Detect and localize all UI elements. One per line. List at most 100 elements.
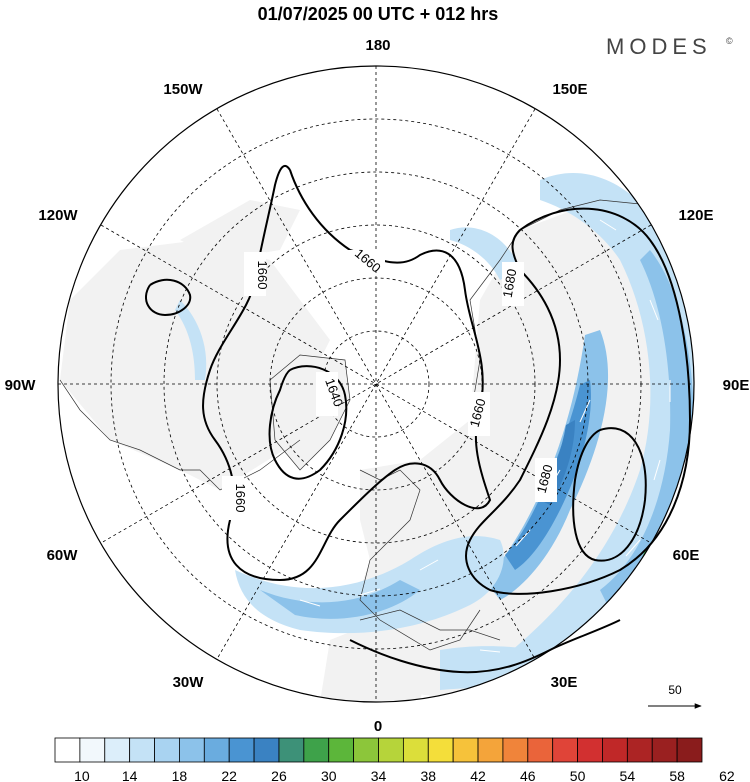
longitude-label: 60E [673,547,700,564]
colorbar-swatch [228,737,255,763]
contour-label: 1680 [534,463,556,495]
map-title: 01/07/2025 00 UTC + 012 hrs [258,4,499,24]
colorbar-tick-label: 26 [271,768,287,782]
longitude-label: 90W [5,377,37,394]
colorbar-tick-label: 62 [719,768,735,782]
longitude-label: 150W [163,81,203,98]
colorbar-tick-label: 54 [620,768,636,782]
meridian-30e-150w [216,108,536,660]
meridian-60e-120w [100,224,652,544]
colorbar-swatch [651,737,678,763]
wind-arrow [653,459,661,481]
colorbar-swatch [502,737,529,763]
reference-vector-label: 50 [668,683,682,697]
colorbar-swatch [602,737,628,763]
longitude-label: 30E [551,674,578,691]
colorbar-swatch [378,737,404,763]
colorbar-swatch [203,737,230,763]
jet-band-atlantic-inner [260,580,420,619]
latitude-circle [322,330,430,438]
contour-label-bg [468,392,490,436]
greenland-coast [269,354,351,471]
wind-arrow [419,559,439,571]
colorbar-swatch [427,737,454,763]
wind-arrow [625,539,641,557]
colorbar-swatch [552,737,578,763]
colorbar-tick-label: 50 [570,768,586,782]
longitude-label: 60W [47,547,79,564]
contour-1660-main [202,164,492,582]
longitude-label: 150E [552,81,587,98]
colorbar-swatch [129,737,155,763]
wind-arrow [579,399,591,423]
colorbar-swatch [626,737,653,763]
contour-label: 1680 [500,268,520,299]
contour-label: 1660 [255,261,270,290]
alaska-land [180,200,300,260]
meridians [58,66,694,702]
colorbar-tick-label: 38 [420,768,436,782]
colorbar-swatch [278,737,305,763]
europe-coast [359,469,481,651]
colorbar-swatch [104,737,131,763]
wind-arrow [649,299,659,321]
meridian-60w-120e [100,224,652,544]
longitude-label: 120W [38,207,78,224]
colorbar-tick-label: 10 [74,768,90,782]
mediterranean-coast [359,609,501,641]
coastlines [59,199,694,651]
contour-label-bg [316,372,338,416]
wind-arrow [299,599,321,607]
contour-1680-inner [572,427,647,562]
colorbar-swatch [179,737,205,763]
contour-label-bg [535,458,557,502]
africa-land [320,620,430,702]
contour-labels: 1660 1660 1680 1640 1660 1680 1660 [222,246,557,520]
colorbar-tick-label: 30 [321,768,337,782]
brand-logo: MODES [606,34,712,59]
colorbar-tick-label: 46 [520,768,536,782]
geopotential-contours [145,164,692,674]
contour-label-bg [222,476,244,520]
longitude-labels: 180 150E 120E 90E 60E 30E 0 30W 60W 90W … [5,37,750,735]
contour-label-bg [244,252,266,296]
contour-label: 1660 [467,397,489,429]
colorbar-swatch [527,737,554,763]
colorbar-tick-label: 58 [669,768,685,782]
wind-arrow [359,588,381,596]
colorbar-tick-label: 14 [122,768,138,782]
colorbar: 10141822263034384246505458626670 [54,737,735,782]
contour-label: 1660 [233,484,248,513]
contour-1640 [268,365,348,480]
wind-arrow [599,219,617,231]
contour-closed-pacific [145,278,192,317]
colorbar-swatch [577,737,603,763]
colorbar-swatch [452,737,479,763]
colorbar-swatch [303,737,330,763]
colorbar-swatch [353,737,379,763]
colorbar-swatch [154,737,180,763]
contour-label-bg [502,262,524,306]
contour-label-bg [345,250,385,270]
colorbar-swatch [477,737,504,763]
colorbar-swatch [79,737,106,763]
colorbar-tick-label: 42 [470,768,486,782]
colorbar-tick-label: 18 [172,768,188,782]
colorbar-swatch [402,737,429,763]
colorbar-tick-label: 34 [371,768,387,782]
jet-band-pacific [175,300,207,380]
longitude-label: 0 [374,718,382,735]
map-border [57,65,695,703]
meridian-30w-150e [216,108,536,660]
longitude-label: 30W [173,674,205,691]
north-america-coast [59,379,301,491]
colorbar-swatch [328,737,355,763]
brand-copyright-mark: © [726,36,733,46]
colorbar-swatch [54,737,81,763]
longitude-label: 90E [723,377,750,394]
contour-southern [349,619,621,674]
wind-arrow [479,649,501,653]
reference-vector: 50 [648,683,702,709]
longitude-label: 180 [365,37,390,54]
